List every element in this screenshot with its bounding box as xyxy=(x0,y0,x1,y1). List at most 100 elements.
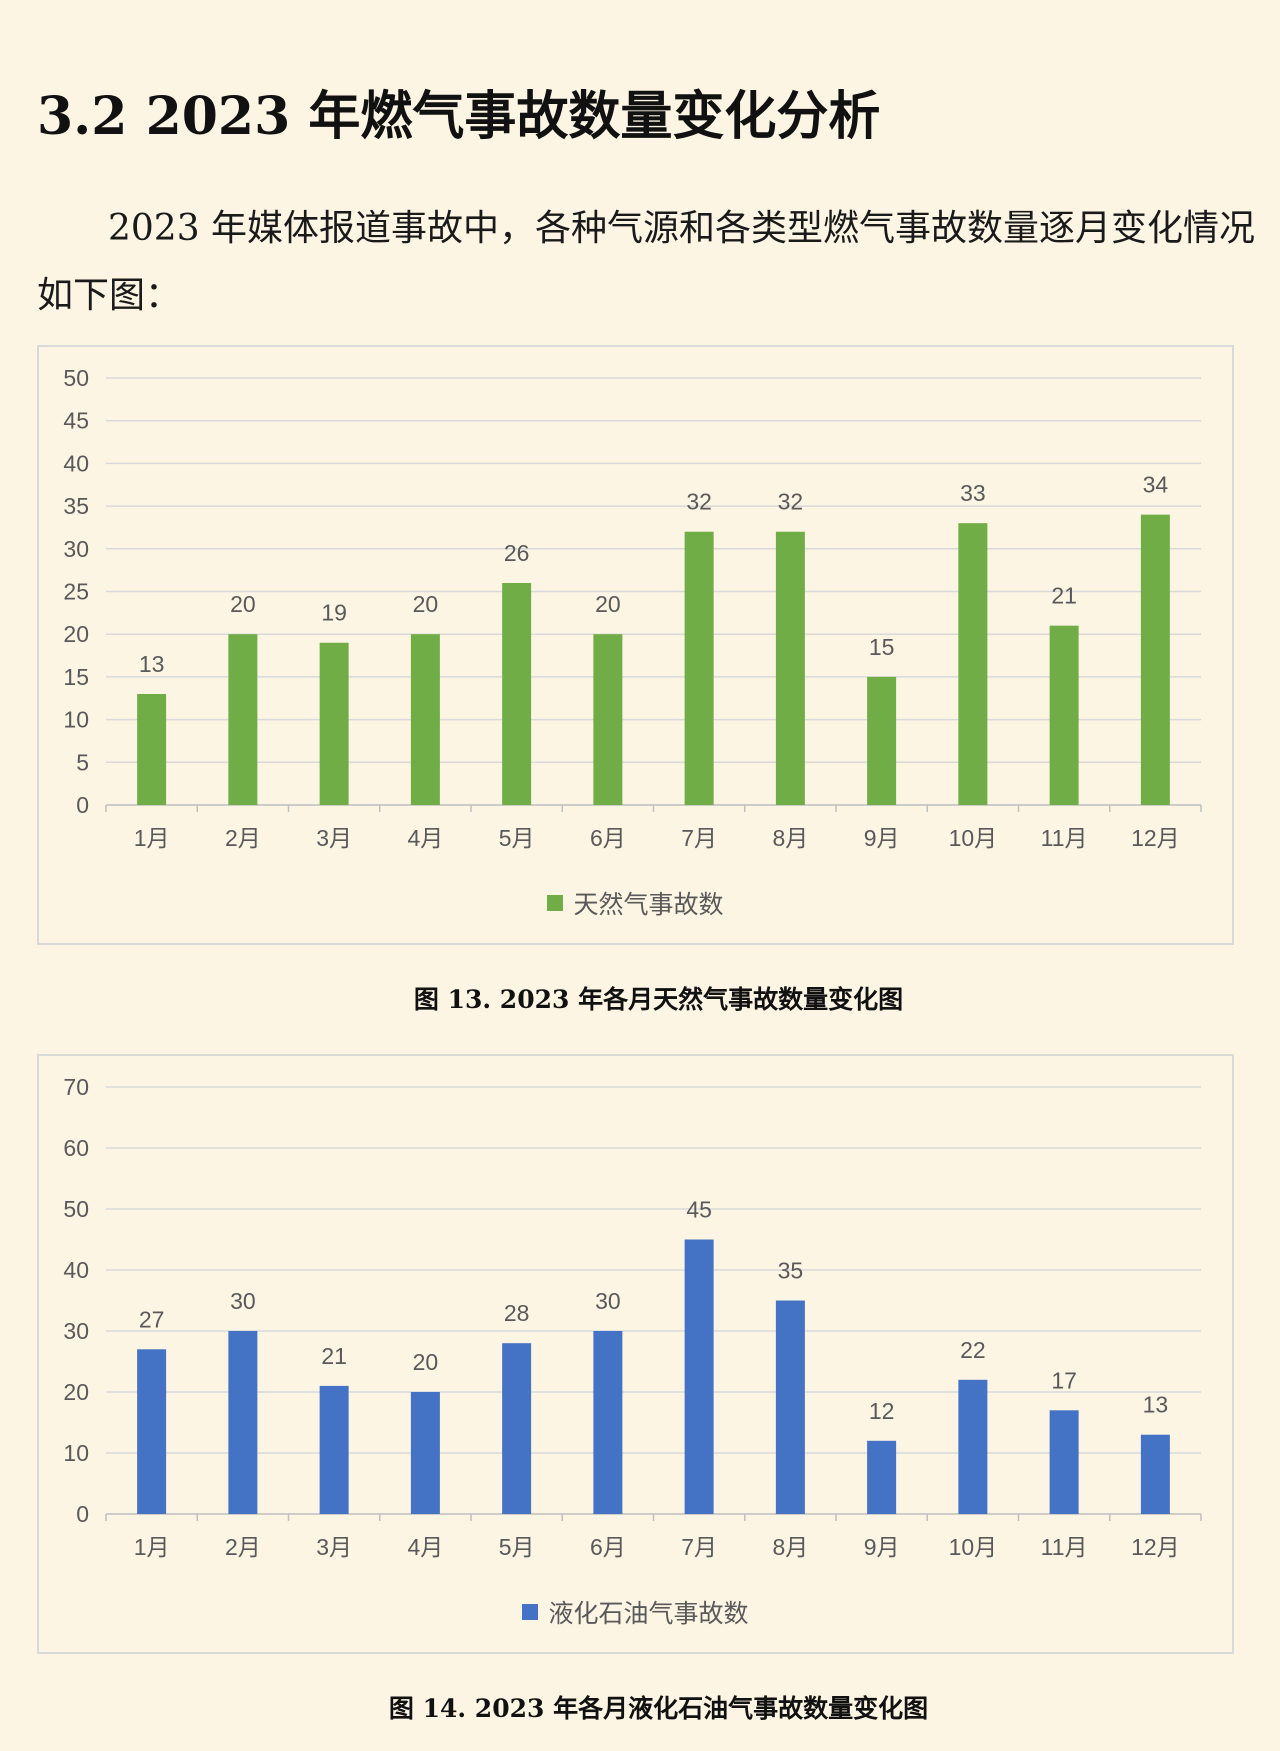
data-label: 30 xyxy=(230,1288,256,1314)
data-label: 21 xyxy=(1051,583,1077,609)
bar xyxy=(502,1343,532,1514)
data-label: 12 xyxy=(869,1398,895,1424)
data-label: 32 xyxy=(686,489,712,515)
y-tick-label: 35 xyxy=(63,493,89,519)
legend-swatch xyxy=(547,895,564,911)
data-label: 17 xyxy=(1051,1367,1077,1393)
natural-gas-accidents-chart: 0 5 10 15 20 25 30 35 40 45 50 13 20 19 20 26 20 32 32 15 33… xyxy=(37,345,1234,945)
bar xyxy=(593,634,623,805)
y-tick-label: 50 xyxy=(63,1196,89,1222)
legend-swatch xyxy=(522,1604,539,1620)
x-tick-label: 1月 xyxy=(134,825,170,851)
y-tick-label: 0 xyxy=(76,1501,89,1527)
data-label: 20 xyxy=(413,1349,439,1375)
y-tick-label: 0 xyxy=(76,792,89,818)
x-tick-label: 2月 xyxy=(225,825,261,851)
y-tick-label: 25 xyxy=(63,579,89,605)
bar xyxy=(593,1331,623,1514)
data-label: 45 xyxy=(686,1197,712,1223)
x-tick-label: 3月 xyxy=(316,1534,352,1560)
y-tick-label: 50 xyxy=(63,365,89,391)
data-label: 13 xyxy=(139,651,165,677)
y-tick-label: 45 xyxy=(63,408,89,434)
bar xyxy=(228,634,258,805)
data-label: 19 xyxy=(321,600,347,626)
data-label: 30 xyxy=(595,1288,621,1314)
y-tick-label: 40 xyxy=(63,450,89,476)
data-label: 20 xyxy=(595,591,621,617)
chart-plot-area: 0 5 10 15 20 25 30 35 40 45 50 13 20 19 20 26 20 32 32 15 33… xyxy=(63,365,1202,851)
x-tick-label: 4月 xyxy=(407,825,443,851)
bar xyxy=(1140,514,1170,805)
y-tick-label: 15 xyxy=(63,664,89,690)
data-label: 26 xyxy=(504,540,530,566)
bar xyxy=(775,531,805,805)
x-tick-label: 11月 xyxy=(1041,825,1088,851)
x-tick-label: 10月 xyxy=(949,1534,998,1560)
bar xyxy=(958,1379,988,1514)
legend-label: 液化石油气事故数 xyxy=(548,1600,749,1628)
bar xyxy=(958,523,988,805)
data-label: 28 xyxy=(504,1300,530,1326)
bar xyxy=(1049,625,1079,805)
x-tick-label: 6月 xyxy=(590,1534,626,1560)
x-tick-label: 7月 xyxy=(681,825,717,851)
data-label: 34 xyxy=(1143,472,1169,498)
chart-plot-area: 0 10 20 30 40 50 60 70 27 30 21 20 28 30 45 35 12 22 17 13 1… xyxy=(63,1074,1202,1560)
x-tick-label: 9月 xyxy=(864,1534,900,1560)
bar xyxy=(319,642,349,805)
section-heading: 3.2 2023 年燃气事故数量变化分析 xyxy=(37,86,881,147)
data-label: 20 xyxy=(230,591,256,617)
x-tick-label: 12月 xyxy=(1131,825,1180,851)
bar xyxy=(410,1392,440,1514)
lpg-accidents-chart: 0 10 20 30 40 50 60 70 27 30 21 20 28 30 45 35 12 22 17 13 1… xyxy=(37,1054,1234,1654)
y-tick-label: 60 xyxy=(63,1135,89,1161)
x-tick-label: 8月 xyxy=(772,1534,808,1560)
y-tick-label: 10 xyxy=(63,1440,89,1466)
bar xyxy=(775,1300,805,1514)
x-tick-label: 7月 xyxy=(681,1534,717,1560)
x-tick-label: 12月 xyxy=(1131,1534,1180,1560)
data-label: 21 xyxy=(321,1343,347,1369)
bar xyxy=(684,531,714,805)
x-tick-label: 4月 xyxy=(407,1534,443,1560)
legend-label: 天然气事故数 xyxy=(573,891,724,919)
bar xyxy=(137,1349,167,1514)
x-tick-label: 5月 xyxy=(499,1534,535,1560)
bar xyxy=(319,1385,349,1514)
data-label: 27 xyxy=(139,1306,165,1332)
data-label: 33 xyxy=(960,480,986,506)
x-tick-label: 1月 xyxy=(134,1534,170,1560)
bar xyxy=(502,582,532,805)
x-tick-label: 8月 xyxy=(772,825,808,851)
figure-caption: 图 13. 2023 年各月天然气事故数量变化图 xyxy=(413,985,904,1014)
x-tick-label: 2月 xyxy=(225,1534,261,1560)
data-label: 13 xyxy=(1143,1392,1169,1418)
data-label: 35 xyxy=(778,1258,804,1284)
x-tick-label: 6月 xyxy=(590,825,626,851)
bar xyxy=(867,676,897,805)
bar xyxy=(1140,1434,1170,1514)
y-tick-label: 5 xyxy=(76,749,89,775)
bar xyxy=(1049,1410,1079,1514)
chart-legend: 天然气事故数 xyxy=(39,886,1232,920)
y-tick-label: 70 xyxy=(63,1074,89,1100)
bar xyxy=(228,1331,258,1514)
data-label: 32 xyxy=(778,489,804,515)
bar xyxy=(137,693,167,805)
x-tick-label: 11月 xyxy=(1041,1534,1088,1560)
y-tick-label: 40 xyxy=(63,1257,89,1283)
x-tick-label: 3月 xyxy=(316,825,352,851)
data-label: 20 xyxy=(413,591,439,617)
data-label: 22 xyxy=(960,1337,986,1363)
chart-legend: 液化石油气事故数 xyxy=(39,1595,1232,1629)
y-tick-label: 20 xyxy=(63,621,89,647)
x-tick-label: 10月 xyxy=(949,825,998,851)
y-tick-label: 30 xyxy=(63,1318,89,1344)
y-tick-label: 10 xyxy=(63,707,89,733)
x-tick-label: 5月 xyxy=(499,825,535,851)
bar xyxy=(867,1440,897,1514)
y-tick-label: 30 xyxy=(63,536,89,562)
bar xyxy=(684,1239,714,1514)
data-label: 15 xyxy=(869,634,895,660)
